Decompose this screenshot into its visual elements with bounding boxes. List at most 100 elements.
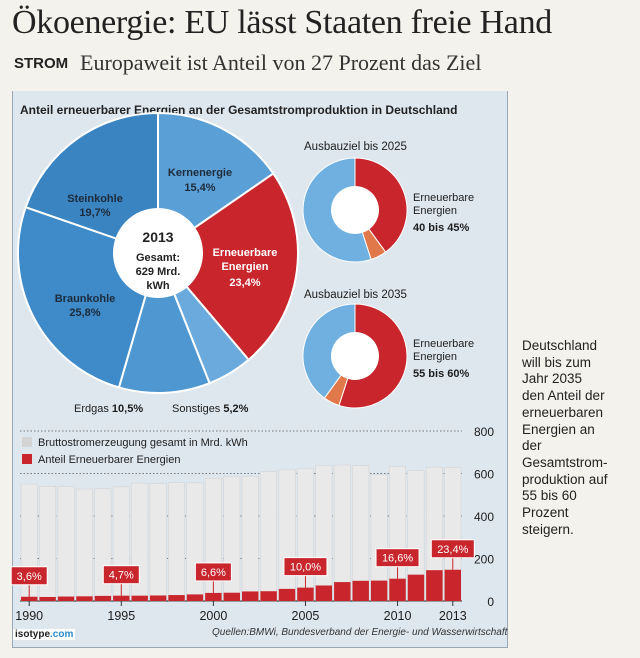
- target-2035-title: Ausbauziel bis 2035: [304, 289, 407, 301]
- y-tick-label: 800: [474, 425, 494, 439]
- bar-total-1993: [76, 488, 93, 602]
- bar-renewables-2006: [315, 585, 333, 601]
- pie-slice-kernenergie: [157, 111, 275, 255]
- y-tick-label: 400: [474, 510, 494, 524]
- side-note-line: 55 bis 60: [522, 488, 577, 504]
- pie-value-braunkohle: 25,8%: [69, 307, 100, 319]
- x-tick-label: 2005: [292, 609, 320, 623]
- bar-renewables-2007: [334, 582, 351, 601]
- panel-title: Anteil erneuerbarer Energien an der Gesa…: [20, 103, 458, 117]
- side-note-line: Gesamtstrom-: [522, 454, 608, 470]
- pie-value-kernenergie: 15,4%: [184, 182, 215, 194]
- pie-label-erneuerbare-1: Erneuerbare: [213, 247, 278, 259]
- source-credit: Quellen:BMWi, Bundesverband der Energie-…: [212, 627, 508, 638]
- annotation-label: 6,6%: [201, 567, 226, 579]
- legend-swatch-total: [22, 437, 32, 447]
- x-tick-label: 2000: [199, 609, 227, 623]
- bar-renewables-2000: [205, 592, 222, 601]
- side-note-line: will bis zum: [522, 354, 592, 370]
- pie-value-erneuerbare: 23,4%: [229, 277, 260, 289]
- bar-renewables-2002: [242, 591, 259, 601]
- bar-total-2007: [333, 464, 351, 602]
- annotation-label: 16,6%: [382, 553, 413, 565]
- x-axis-labels: 1990 1995 2000 2005 2010 2013: [15, 601, 467, 623]
- side-note-line: Prozent: [522, 505, 569, 521]
- bar-renewables: [21, 569, 461, 601]
- x-tick-label: 1995: [107, 609, 135, 623]
- bar-renewables-2012: [426, 570, 443, 601]
- pie-label-erneuerbare-2: Energien: [221, 261, 268, 273]
- legend-swatch-renewables: [22, 454, 32, 464]
- side-note-line: erneuerbaren: [522, 404, 604, 420]
- bar-renewables-1991: [39, 596, 56, 601]
- legend-renewables: Anteil Erneuerbarer Energien: [38, 454, 180, 466]
- annotation-label: 4,7%: [109, 570, 134, 582]
- bar-renewables-2001: [223, 592, 240, 601]
- target-2035-value: 55 bis 60%: [413, 368, 469, 380]
- annotation-box: [430, 539, 475, 559]
- side-note: Deutschland will bis zum Jahr 2035 den A…: [522, 338, 640, 538]
- annotation-label: 10,0%: [290, 562, 321, 574]
- donut-hole: [331, 186, 379, 234]
- bar-renewables-2010: [389, 578, 406, 601]
- bar-grid: [20, 430, 462, 602]
- y-tick-label: 0: [487, 595, 494, 609]
- bar-renewables-2003: [260, 591, 277, 601]
- y-tick-label: 600: [474, 468, 494, 482]
- x-tick-label: 1990: [15, 609, 43, 623]
- main-pie-year: 2013: [142, 229, 173, 245]
- side-note-line: Deutschland: [522, 338, 598, 353]
- bar-total-2008: [352, 465, 370, 602]
- bar-renewables-1993: [76, 596, 93, 601]
- bar-total-1992: [57, 486, 75, 602]
- donut-slice-renewables: [354, 157, 408, 253]
- y-tick-label: 200: [474, 553, 494, 567]
- side-note-line: steigern.: [522, 521, 574, 537]
- annotation-box: [10, 566, 48, 586]
- target-2035-label-2: Energien: [413, 351, 457, 363]
- bar-renewables-1997: [149, 595, 167, 601]
- bar-renewables-1994: [94, 595, 112, 601]
- y-axis-labels: 800 600 400 200 0: [474, 425, 494, 609]
- pie-slice-steinkohle: [24, 111, 159, 255]
- target-2025-value: 40 bis 45%: [413, 222, 469, 234]
- side-note-line: den Anteil der: [522, 388, 605, 404]
- donut-hole: [331, 332, 379, 380]
- main-pie-center-value: 629 Mrd.: [136, 266, 181, 278]
- kicker: STROM: [14, 55, 69, 72]
- annotation-label: 3,6%: [17, 571, 42, 583]
- side-note-line: Jahr 2035: [522, 371, 583, 387]
- bar-renewables-1992: [57, 596, 75, 601]
- annotation-box: [283, 557, 328, 577]
- legend-total: Bruttostromerzeugung gesamt in Mrd. kWh: [38, 437, 248, 449]
- bar-renewables-2008: [352, 580, 369, 601]
- target-2025-title: Ausbauziel bis 2025: [304, 141, 407, 153]
- annotation-box: [375, 548, 420, 568]
- bar-renewables-1995: [113, 595, 130, 601]
- bar-renewables-1998: [168, 595, 185, 601]
- main-pie-center: [113, 208, 203, 298]
- bar-total-2006: [315, 464, 333, 602]
- bar-renewables-1999: [186, 594, 204, 601]
- donut-2035: [302, 303, 408, 409]
- pie-slice-erneuerbare-energien: [156, 172, 299, 362]
- bar-renewables-2009: [370, 580, 388, 601]
- bar-total-1999: [186, 482, 204, 602]
- side-note-line: Energien an: [522, 421, 595, 437]
- bar-renewables-1996: [131, 595, 148, 601]
- main-pie-center-unit: kWh: [146, 280, 170, 292]
- pie-label-steinkohle: Steinkohle: [67, 193, 123, 205]
- bar-renewables-2004: [278, 588, 296, 601]
- target-2035-label-1: Erneuerbare: [413, 338, 474, 350]
- bar-total-2002: [241, 476, 259, 602]
- bar-total-2004: [278, 469, 296, 602]
- side-note-line: produktion auf: [522, 471, 608, 487]
- bar-total-1998: [168, 482, 185, 602]
- target-2025-label-2: Energien: [413, 205, 457, 217]
- main-pie-center-label: Gesamt:: [136, 252, 180, 264]
- pie-label-sonstiges: Sonstiges 5,2%: [172, 403, 249, 415]
- bar-total-1997: [149, 483, 167, 602]
- pie-label-kernenergie: Kernenergie: [168, 167, 232, 179]
- donut-slice-other: [302, 303, 356, 399]
